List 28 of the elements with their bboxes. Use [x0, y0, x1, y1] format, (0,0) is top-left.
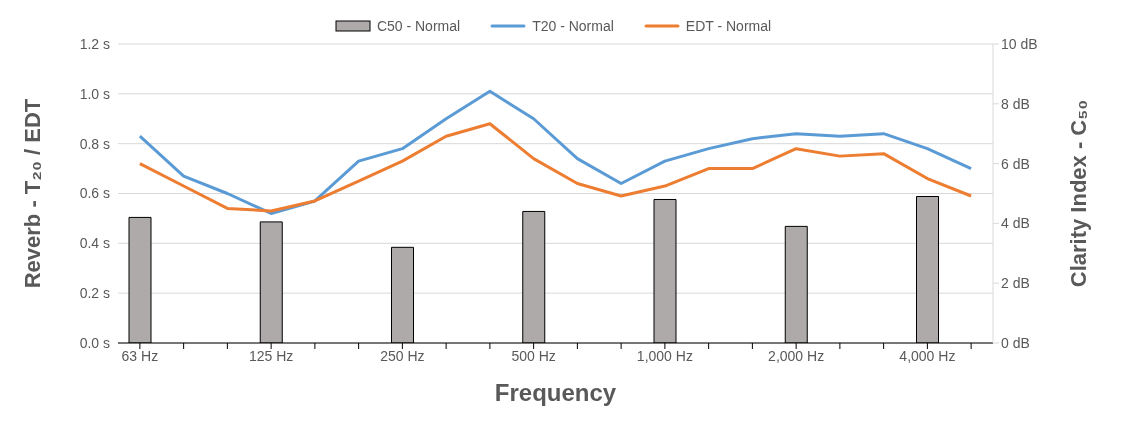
x-tick-label: 250 Hz	[380, 347, 425, 364]
x-tick-label: 500 Hz	[511, 347, 556, 364]
y2-axis-title: Clarity Index - C₅₀	[1065, 99, 1091, 288]
y-tick-label: 0.8 s	[79, 135, 110, 152]
y2-tick-label: 2 dB	[1001, 275, 1030, 292]
x-tick-label: 4,000 Hz	[899, 347, 956, 364]
line-series	[138, 122, 973, 213]
legend-label: C50 - Normal	[375, 18, 461, 34]
x-tick-label: 1,000 Hz	[636, 347, 693, 364]
y2-tick-label: 0 dB	[1001, 334, 1030, 351]
y-tick-label: 0.0 s	[79, 334, 110, 351]
x-tick-label: 2,000 Hz	[768, 347, 825, 364]
y-tick-label: 0.2 s	[79, 285, 110, 302]
y-tick-label: 0.6 s	[79, 185, 110, 202]
y2-tick-label: 8 dB	[1001, 95, 1030, 112]
legend-label: EDT - Normal	[684, 18, 772, 34]
y2-tick-label: 4 dB	[1001, 215, 1030, 232]
y-tick-label: 1.0 s	[79, 85, 110, 102]
x-tick-label: 125 Hz	[248, 347, 294, 364]
x-axis-title: Frequency	[494, 379, 617, 406]
legend-label: T20 - Normal	[531, 18, 614, 34]
y-tick-label: 0.4 s	[79, 235, 110, 252]
y2-tick-label: 10 dB	[1001, 35, 1038, 52]
line-series	[138, 89, 973, 215]
y-axis-title: Reverb - T₂₀ / EDT	[19, 98, 45, 289]
x-tick-label: 63 Hz	[121, 347, 159, 364]
y2-tick-label: 6 dB	[1001, 155, 1030, 172]
y-tick-label: 1.2 s	[79, 35, 110, 52]
